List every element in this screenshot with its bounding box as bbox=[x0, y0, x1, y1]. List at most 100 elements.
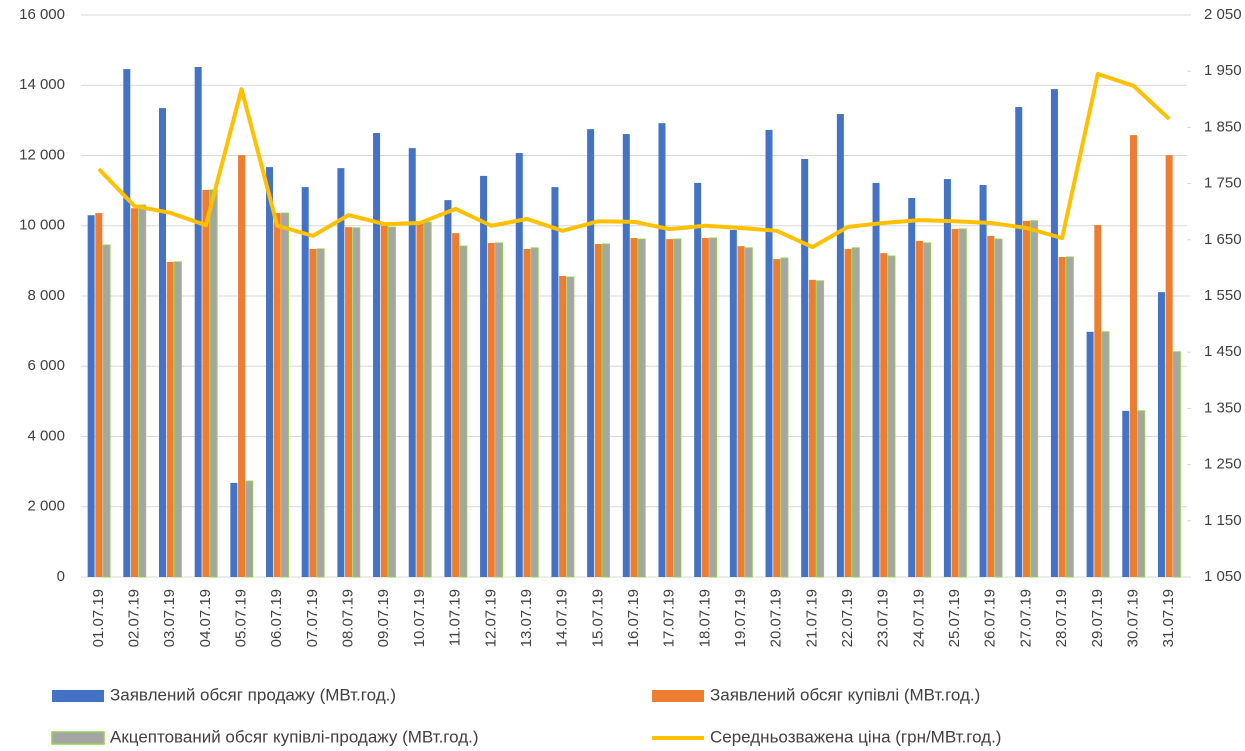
bar bbox=[280, 212, 289, 578]
y-tick-label: 2 000 bbox=[27, 498, 65, 515]
legend-swatch bbox=[52, 690, 104, 702]
bar bbox=[131, 208, 139, 577]
bar bbox=[602, 243, 611, 578]
x-tick-label: 24.07.19 bbox=[910, 589, 927, 647]
legend-label: Заявлений обсяг купівлі (МВт.год.) bbox=[710, 685, 980, 704]
bar bbox=[373, 133, 381, 577]
bar bbox=[1058, 257, 1066, 577]
x-tick-label: 17.07.19 bbox=[661, 589, 678, 647]
x-tick-label: 21.07.19 bbox=[803, 589, 820, 647]
bar bbox=[515, 153, 523, 577]
y-tick-label: 0 bbox=[57, 568, 65, 585]
bar bbox=[1065, 256, 1074, 578]
bar bbox=[380, 225, 388, 577]
y2-tick-label: 1 550 bbox=[1204, 287, 1242, 304]
bar bbox=[979, 185, 987, 577]
bar bbox=[352, 227, 361, 578]
bar bbox=[737, 246, 745, 577]
bar bbox=[673, 238, 682, 578]
bar bbox=[1137, 410, 1146, 578]
bar bbox=[923, 242, 932, 578]
bar bbox=[523, 248, 531, 577]
bar bbox=[123, 69, 131, 577]
bar bbox=[594, 244, 602, 577]
legend-label: Середньозважена ціна (грн/МВт.год.) bbox=[710, 727, 1001, 746]
y2-tick-label: 2 050 bbox=[1204, 6, 1242, 23]
bar bbox=[958, 228, 967, 578]
y2-tick-label: 1 050 bbox=[1204, 568, 1242, 585]
bar bbox=[301, 187, 309, 578]
legend-swatch bbox=[652, 690, 704, 702]
bar bbox=[709, 237, 718, 578]
x-tick-label: 25.07.19 bbox=[946, 589, 963, 647]
y2-tick-label: 1 750 bbox=[1204, 175, 1242, 192]
y-tick-label: 10 000 bbox=[19, 217, 65, 234]
y-tick-label: 14 000 bbox=[19, 76, 65, 93]
bar bbox=[416, 222, 424, 578]
x-tick-label: 27.07.19 bbox=[1017, 589, 1034, 647]
bar bbox=[423, 221, 432, 578]
bar bbox=[566, 276, 575, 578]
bar bbox=[872, 182, 880, 577]
bar bbox=[530, 247, 539, 578]
bar bbox=[387, 226, 396, 578]
bar bbox=[630, 238, 638, 577]
y-tick-label: 8 000 bbox=[27, 287, 65, 304]
bar bbox=[694, 182, 702, 577]
bar bbox=[808, 279, 816, 577]
bar bbox=[209, 189, 218, 578]
y-tick-label: 4 000 bbox=[27, 427, 65, 444]
legend-label: Акцептований обсяг купівлі-продажу (МВт.… bbox=[110, 727, 479, 746]
bar bbox=[887, 255, 896, 578]
bar bbox=[1030, 220, 1039, 578]
bar bbox=[345, 227, 353, 577]
y-tick-label: 16 000 bbox=[19, 6, 65, 23]
y2-tick-label: 1 950 bbox=[1204, 62, 1242, 79]
bar bbox=[1157, 292, 1165, 577]
bar bbox=[587, 129, 595, 577]
bar bbox=[102, 244, 111, 578]
x-tick-label: 26.07.19 bbox=[982, 589, 999, 647]
bar bbox=[138, 204, 147, 578]
bar bbox=[943, 179, 951, 577]
bar bbox=[202, 189, 210, 578]
bar bbox=[245, 480, 254, 578]
x-tick-label: 31.07.19 bbox=[1160, 589, 1177, 647]
bar bbox=[851, 247, 860, 578]
bar bbox=[95, 213, 103, 578]
bar bbox=[194, 66, 202, 578]
x-tick-label: 30.07.19 bbox=[1124, 589, 1141, 647]
y2-tick-label: 1 650 bbox=[1204, 231, 1242, 248]
x-tick-label: 09.07.19 bbox=[375, 589, 392, 647]
x-tick-label: 28.07.19 bbox=[1053, 589, 1070, 647]
bar bbox=[915, 240, 923, 577]
x-tick-label: 04.07.19 bbox=[197, 589, 214, 647]
bar bbox=[1094, 225, 1102, 578]
bar bbox=[666, 239, 674, 577]
bar bbox=[444, 200, 452, 577]
x-tick-label: 23.07.19 bbox=[875, 589, 892, 647]
bar bbox=[158, 108, 166, 578]
y2-tick-label: 1 150 bbox=[1204, 512, 1242, 529]
x-tick-label: 19.07.19 bbox=[732, 589, 749, 647]
x-tick-label: 02.07.19 bbox=[125, 589, 142, 647]
bar bbox=[622, 134, 630, 578]
bar bbox=[773, 259, 781, 577]
y-tick-label: 12 000 bbox=[19, 146, 65, 163]
bar bbox=[87, 215, 95, 577]
legend-swatch bbox=[51, 731, 105, 745]
x-tick-label: 20.07.19 bbox=[768, 589, 785, 647]
bar bbox=[951, 228, 959, 577]
line bbox=[97, 72, 1171, 250]
x-tick-label: 11.07.19 bbox=[447, 589, 464, 646]
x-tick-label: 29.07.19 bbox=[1089, 589, 1106, 647]
bar bbox=[273, 213, 281, 578]
x-tick-label: 10.07.19 bbox=[411, 589, 428, 647]
bar bbox=[836, 114, 844, 578]
legend-label: Заявлений обсяг продажу (МВт.год.) bbox=[110, 685, 396, 704]
x-tick-label: 01.07.19 bbox=[90, 589, 107, 647]
bar bbox=[266, 167, 274, 577]
x-tick-label: 13.07.19 bbox=[518, 589, 535, 647]
bar bbox=[844, 248, 852, 577]
